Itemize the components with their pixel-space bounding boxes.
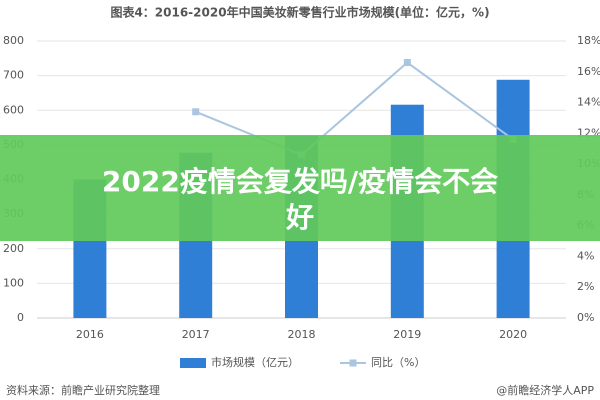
y2-tick-label: 18%: [577, 34, 600, 47]
x-tick-label: 2018: [288, 328, 316, 341]
point: [403, 59, 411, 67]
y-tick-label: 100: [3, 276, 24, 289]
y-tick-label: 800: [3, 34, 24, 47]
x-tick-label: 2020: [499, 328, 527, 341]
legend-swatch: [349, 359, 357, 367]
legend-swatch: [180, 358, 206, 368]
x-tick-label: 2019: [393, 328, 421, 341]
y2-tick-label: 0%: [577, 311, 594, 324]
y2-tick-label: 16%: [577, 65, 600, 78]
banner-bg: [0, 135, 600, 241]
y2-tick-label: 4%: [577, 249, 594, 262]
legend-label: 市场规模（亿元）: [211, 355, 299, 369]
legend-label: 同比（%）: [371, 356, 425, 369]
line: [195, 61, 514, 157]
x-tick-label: 2017: [182, 328, 210, 341]
y-tick-label: 700: [3, 69, 24, 82]
y-tick-label: 0: [17, 311, 24, 324]
x-tick-label: 2016: [76, 328, 104, 341]
credit: @前瞻经济学人APP: [496, 383, 594, 397]
banner-line: 2022疫情会复发吗/疫情会不会: [102, 165, 498, 198]
y-tick-label: 600: [3, 103, 24, 116]
point: [192, 108, 200, 116]
y2-tick-label: 2%: [577, 280, 594, 293]
source: 资料来源：前瞻产业研究院整理: [6, 383, 160, 397]
y-tick-label: 200: [3, 242, 24, 255]
y2-tick-label: 14%: [577, 96, 600, 109]
banner-line: 好: [285, 201, 314, 234]
chart-title: 图表4：2016-2020年中国美妆新零售行业市场规模(单位：亿元，%): [110, 5, 489, 20]
